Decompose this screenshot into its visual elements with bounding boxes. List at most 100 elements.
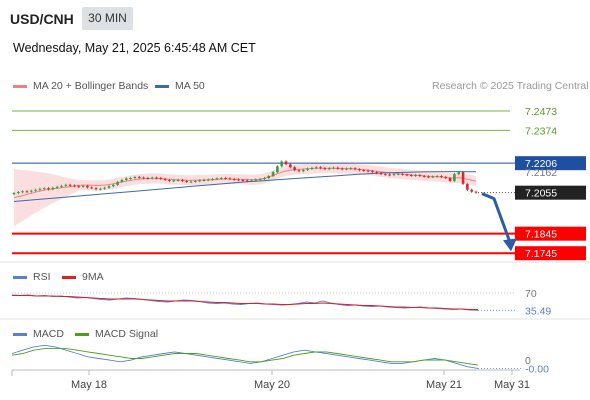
candle-body-56 (254, 179, 258, 181)
level-pivot-2-tag (515, 156, 586, 171)
candle-body-70 (314, 167, 318, 169)
candle-body-21 (103, 187, 106, 189)
level-last-4-label: 7.2055 (525, 188, 557, 200)
candle-body-67 (301, 169, 305, 172)
level-pivot-2-label: 7.2206 (525, 158, 557, 170)
candle-body-83 (371, 171, 374, 173)
candle-body-106 (470, 189, 473, 192)
forecast-arrow-line (481, 192, 512, 243)
candle-body-97 (431, 176, 435, 178)
candle-body-39 (181, 179, 184, 181)
candle-body-35 (163, 179, 167, 180)
candle-body-50 (228, 178, 232, 180)
candle-body-104 (461, 172, 465, 184)
timeframe-button[interactable]: 30 MIN (82, 7, 133, 30)
candle-body-17 (86, 185, 89, 188)
candle-body-69 (310, 167, 314, 169)
level-resistance-0-label: 7.2473 (525, 106, 557, 118)
candle-body-60 (271, 172, 275, 177)
candle-body-89 (396, 173, 400, 175)
macd-zero-label: 0 (525, 355, 531, 367)
candle-body-49 (224, 178, 227, 180)
candle-body-87 (388, 174, 391, 176)
candle-body-76 (340, 168, 344, 170)
candle-body-59 (267, 176, 271, 179)
level-ma50-3-label: 7.2162 (525, 167, 557, 179)
level-support-6-label: 7.1745 (525, 248, 557, 260)
candle-body-45 (207, 179, 210, 181)
candle-body-91 (405, 174, 409, 176)
candle-body-84 (375, 172, 378, 174)
x-tick-label-3: May 31 (494, 379, 530, 391)
candle-body-10 (55, 186, 59, 188)
candle-body-4 (29, 190, 33, 192)
research-credit: Research © 2025 Trading Central (432, 80, 589, 92)
candle-body-41 (189, 181, 193, 183)
candle-body-96 (427, 176, 430, 178)
candle-body-44 (202, 179, 206, 181)
candle-body-102 (453, 174, 456, 181)
candle-body-36 (168, 179, 171, 181)
candle-body-43 (198, 180, 201, 182)
candle-body-2 (21, 191, 24, 193)
forecast-arrow-head (503, 238, 517, 252)
candle-body-42 (194, 180, 197, 182)
candle-body-19 (94, 188, 98, 190)
candle-body-54 (245, 180, 249, 182)
ma50-legend-label: MA 50 (175, 80, 205, 92)
candle-body-7 (42, 188, 46, 190)
x-tick-label-2: May 21 (426, 379, 462, 391)
level-last-4-tag (515, 185, 586, 200)
candle-body-72 (323, 168, 327, 170)
candle-body-71 (319, 167, 322, 169)
candle-body-51 (232, 179, 236, 180)
candle-body-27 (129, 178, 132, 180)
candle-body-66 (297, 170, 301, 172)
candle-body-13 (68, 184, 72, 186)
candle-body-40 (185, 180, 189, 182)
rsi-last-label: 35.49 (525, 305, 551, 317)
candle-body-38 (176, 179, 180, 181)
candle-body-30 (142, 177, 145, 179)
rsi-legend-swatch (13, 276, 27, 279)
candle-body-48 (219, 178, 223, 180)
candle-body-47 (215, 178, 219, 180)
candle-body-93 (414, 175, 417, 177)
candle-body-57 (258, 179, 262, 180)
candle-body-29 (137, 177, 141, 179)
candle-body-77 (345, 168, 348, 170)
candle-body-26 (124, 178, 128, 180)
rsi-ma-line (12, 295, 478, 310)
candle-body-107 (474, 191, 478, 193)
candle-body-20 (99, 188, 102, 190)
candle-body-28 (133, 177, 137, 179)
candle-body-63 (284, 161, 288, 165)
ma20-legend-label: MA 20 + Bollinger Bands (33, 80, 149, 92)
candle-body-22 (107, 186, 111, 188)
rsi-legend-label: RSI (33, 271, 51, 283)
macd-line (11, 344, 479, 369)
candle-body-46 (211, 179, 214, 180)
level-support-5-label: 7.1845 (525, 229, 557, 241)
candle-body-5 (34, 189, 37, 191)
candle-body-33 (155, 177, 158, 179)
candle-body-53 (241, 179, 245, 181)
macd-signal-line (11, 348, 479, 366)
level-resistance-1-label: 7.2374 (525, 125, 557, 137)
candle-body-88 (392, 174, 396, 176)
candle-body-80 (358, 169, 361, 171)
candle-body-92 (409, 175, 413, 177)
candle-body-12 (64, 184, 68, 186)
macd-signal-legend-label: MACD Signal (95, 328, 159, 340)
rsi-ma-legend-swatch (62, 276, 76, 279)
candle-body-37 (172, 180, 176, 182)
macd-legend-swatch (13, 333, 27, 336)
candle-body-85 (379, 173, 383, 175)
ma20-legend-swatch (13, 85, 27, 88)
candle-body-16 (81, 185, 85, 187)
level-support-5-tag (515, 226, 586, 241)
candle-body-6 (38, 188, 42, 190)
candle-body-101 (448, 178, 452, 181)
candle-body-95 (422, 176, 426, 178)
